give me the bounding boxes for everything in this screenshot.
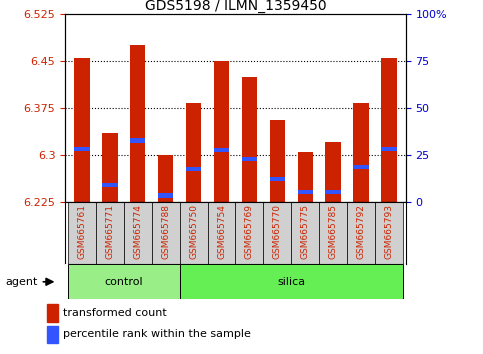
- Bar: [236, 202, 263, 264]
- Bar: [242, 157, 257, 161]
- Bar: [130, 138, 145, 143]
- Text: percentile rank within the sample: percentile rank within the sample: [63, 330, 251, 339]
- Text: GSM665771: GSM665771: [105, 204, 114, 259]
- Text: GSM665750: GSM665750: [189, 204, 198, 259]
- Bar: [96, 202, 124, 264]
- Bar: [270, 120, 285, 202]
- Bar: [186, 103, 201, 202]
- Bar: [354, 103, 369, 202]
- Bar: [47, 304, 58, 321]
- Bar: [354, 165, 369, 170]
- Text: GSM665769: GSM665769: [245, 204, 254, 259]
- Bar: [74, 147, 90, 151]
- Bar: [74, 58, 90, 202]
- Text: GSM665785: GSM665785: [328, 204, 338, 259]
- Bar: [298, 152, 313, 202]
- Bar: [68, 264, 180, 299]
- Text: GSM665761: GSM665761: [77, 204, 86, 259]
- Bar: [158, 155, 173, 202]
- Bar: [102, 183, 117, 187]
- Text: GSM665793: GSM665793: [384, 204, 394, 259]
- Text: control: control: [104, 277, 143, 287]
- Bar: [186, 167, 201, 171]
- Text: GSM665792: GSM665792: [356, 204, 366, 258]
- Bar: [291, 202, 319, 264]
- Bar: [158, 194, 173, 198]
- Text: GSM665775: GSM665775: [301, 204, 310, 259]
- Text: agent: agent: [5, 277, 38, 287]
- Bar: [68, 202, 96, 264]
- Bar: [347, 202, 375, 264]
- Bar: [102, 133, 117, 202]
- Bar: [47, 326, 58, 343]
- Bar: [180, 264, 403, 299]
- Bar: [180, 202, 208, 264]
- Bar: [381, 58, 397, 202]
- Bar: [152, 202, 180, 264]
- Bar: [375, 202, 403, 264]
- Bar: [298, 190, 313, 194]
- Bar: [381, 147, 397, 151]
- Bar: [124, 202, 152, 264]
- Bar: [326, 190, 341, 194]
- Text: silica: silica: [277, 277, 305, 287]
- Bar: [214, 148, 229, 152]
- Bar: [326, 142, 341, 202]
- Title: GDS5198 / ILMN_1359450: GDS5198 / ILMN_1359450: [144, 0, 327, 13]
- Bar: [214, 61, 229, 202]
- Bar: [130, 45, 145, 202]
- Bar: [242, 77, 257, 202]
- Text: GSM665788: GSM665788: [161, 204, 170, 259]
- Text: GSM665774: GSM665774: [133, 204, 142, 258]
- Bar: [270, 177, 285, 181]
- Text: transformed count: transformed count: [63, 308, 167, 318]
- Text: GSM665770: GSM665770: [273, 204, 282, 259]
- Text: GSM665754: GSM665754: [217, 204, 226, 258]
- Bar: [208, 202, 236, 264]
- Bar: [319, 202, 347, 264]
- Bar: [263, 202, 291, 264]
